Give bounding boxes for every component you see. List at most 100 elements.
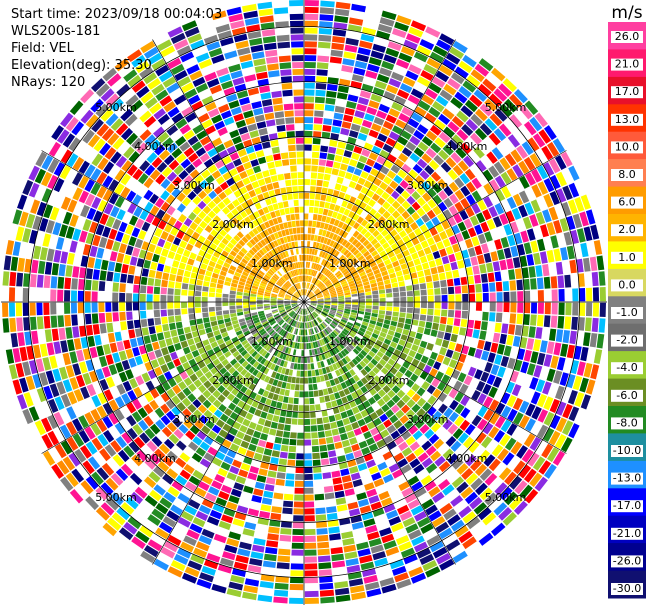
velocity-cell (558, 302, 565, 315)
velocity-cell (60, 149, 73, 164)
velocity-cell (343, 249, 350, 256)
velocity-cell (331, 385, 338, 393)
velocity-cell (336, 312, 343, 317)
velocity-cell (183, 270, 191, 278)
velocity-cell (291, 303, 298, 306)
velocity-cell (10, 256, 19, 271)
velocity-cell (572, 213, 583, 229)
velocity-cell (317, 281, 322, 287)
velocity-cell (324, 104, 335, 112)
velocity-cell (272, 288, 279, 293)
velocity-cell (211, 480, 223, 490)
velocity-cell (307, 261, 311, 268)
velocity-cell (484, 492, 498, 506)
velocity-cell (189, 252, 197, 260)
velocity-cell (291, 241, 296, 249)
velocity-cell (319, 347, 324, 354)
velocity-cell (413, 51, 428, 63)
velocity-cell (125, 224, 134, 235)
velocity-cell (164, 540, 179, 553)
velocity-cell (345, 371, 352, 379)
velocity-cell (445, 539, 461, 552)
velocity-cell (414, 106, 427, 117)
velocity-cell (262, 390, 270, 398)
velocity-cell (296, 314, 299, 321)
velocity-cell (546, 249, 555, 263)
velocity-cell (141, 221, 151, 232)
velocity-cell (385, 310, 392, 316)
velocity-cell (295, 130, 304, 137)
velocity-cell (212, 91, 225, 101)
velocity-cell (583, 257, 591, 272)
velocity-cell (139, 302, 146, 311)
velocity-cell (548, 430, 561, 446)
velocity-cell (297, 261, 301, 268)
velocity-cell (347, 254, 355, 261)
velocity-cell (426, 176, 436, 187)
velocity-cell (19, 377, 29, 393)
velocity-cell (512, 193, 523, 207)
velocity-cell (365, 254, 373, 261)
velocity-cell (260, 411, 268, 419)
velocity-cell (411, 319, 419, 326)
velocity-cell (455, 147, 467, 159)
velocity-cell (365, 330, 373, 336)
velocity-cell (195, 52, 210, 63)
velocity-cell (369, 217, 377, 226)
velocity-cell (265, 398, 272, 406)
velocity-cell (288, 355, 293, 362)
velocity-cell (492, 376, 503, 388)
velocity-cell (330, 256, 336, 263)
velocity-cell (316, 333, 321, 340)
velocity-cell (304, 357, 307, 363)
velocity-cell (65, 472, 79, 488)
scan-info: Start time: 2023/09/18 00:04:03 WLS200s-… (11, 6, 222, 91)
velocity-cell (470, 459, 482, 472)
velocity-cell (204, 275, 211, 282)
velocity-cell (382, 354, 390, 362)
velocity-cell (593, 349, 603, 364)
velocity-cell (504, 437, 517, 451)
velocity-cell (316, 318, 321, 324)
velocity-cell (167, 57, 182, 70)
velocity-cell (316, 280, 321, 286)
velocity-cell (394, 436, 405, 446)
velocity-cell (325, 281, 331, 286)
velocity-cell (230, 313, 237, 318)
velocity-cell (304, 165, 311, 172)
velocity-cell (116, 341, 125, 352)
velocity-cell (345, 275, 353, 280)
velocity-cell (227, 375, 235, 383)
velocity-cell (343, 114, 354, 123)
velocity-cell (314, 200, 320, 207)
velocity-cell (572, 302, 579, 316)
velocity-cell (360, 274, 368, 280)
velocity-cell (208, 260, 216, 268)
velocity-cell (154, 448, 166, 460)
velocity-cell (359, 90, 372, 99)
velocity-cell (443, 83, 457, 96)
velocity-cell (475, 283, 482, 293)
velocity-cell (312, 312, 318, 318)
velocity-cell (272, 256, 278, 263)
velocity-cell (196, 130, 208, 140)
velocity-cell (263, 263, 270, 270)
velocity-cell (385, 114, 397, 124)
velocity-cell (457, 335, 465, 345)
velocity-cell (274, 209, 281, 217)
velocity-cell (547, 447, 560, 463)
velocity-cell (398, 441, 409, 452)
velocity-cell (126, 415, 137, 427)
velocity-cell (237, 148, 247, 158)
velocity-cell (337, 293, 344, 297)
velocity-cell (324, 261, 330, 268)
velocity-cell (365, 70, 378, 80)
velocity-cell (276, 246, 282, 253)
velocity-cell (537, 302, 544, 314)
velocity-cell (441, 255, 450, 265)
velocity-cell (470, 521, 485, 535)
velocity-cell (349, 437, 358, 445)
velocity-cell (353, 374, 360, 382)
velocity-cell (102, 402, 113, 415)
velocity-cell (424, 164, 435, 176)
